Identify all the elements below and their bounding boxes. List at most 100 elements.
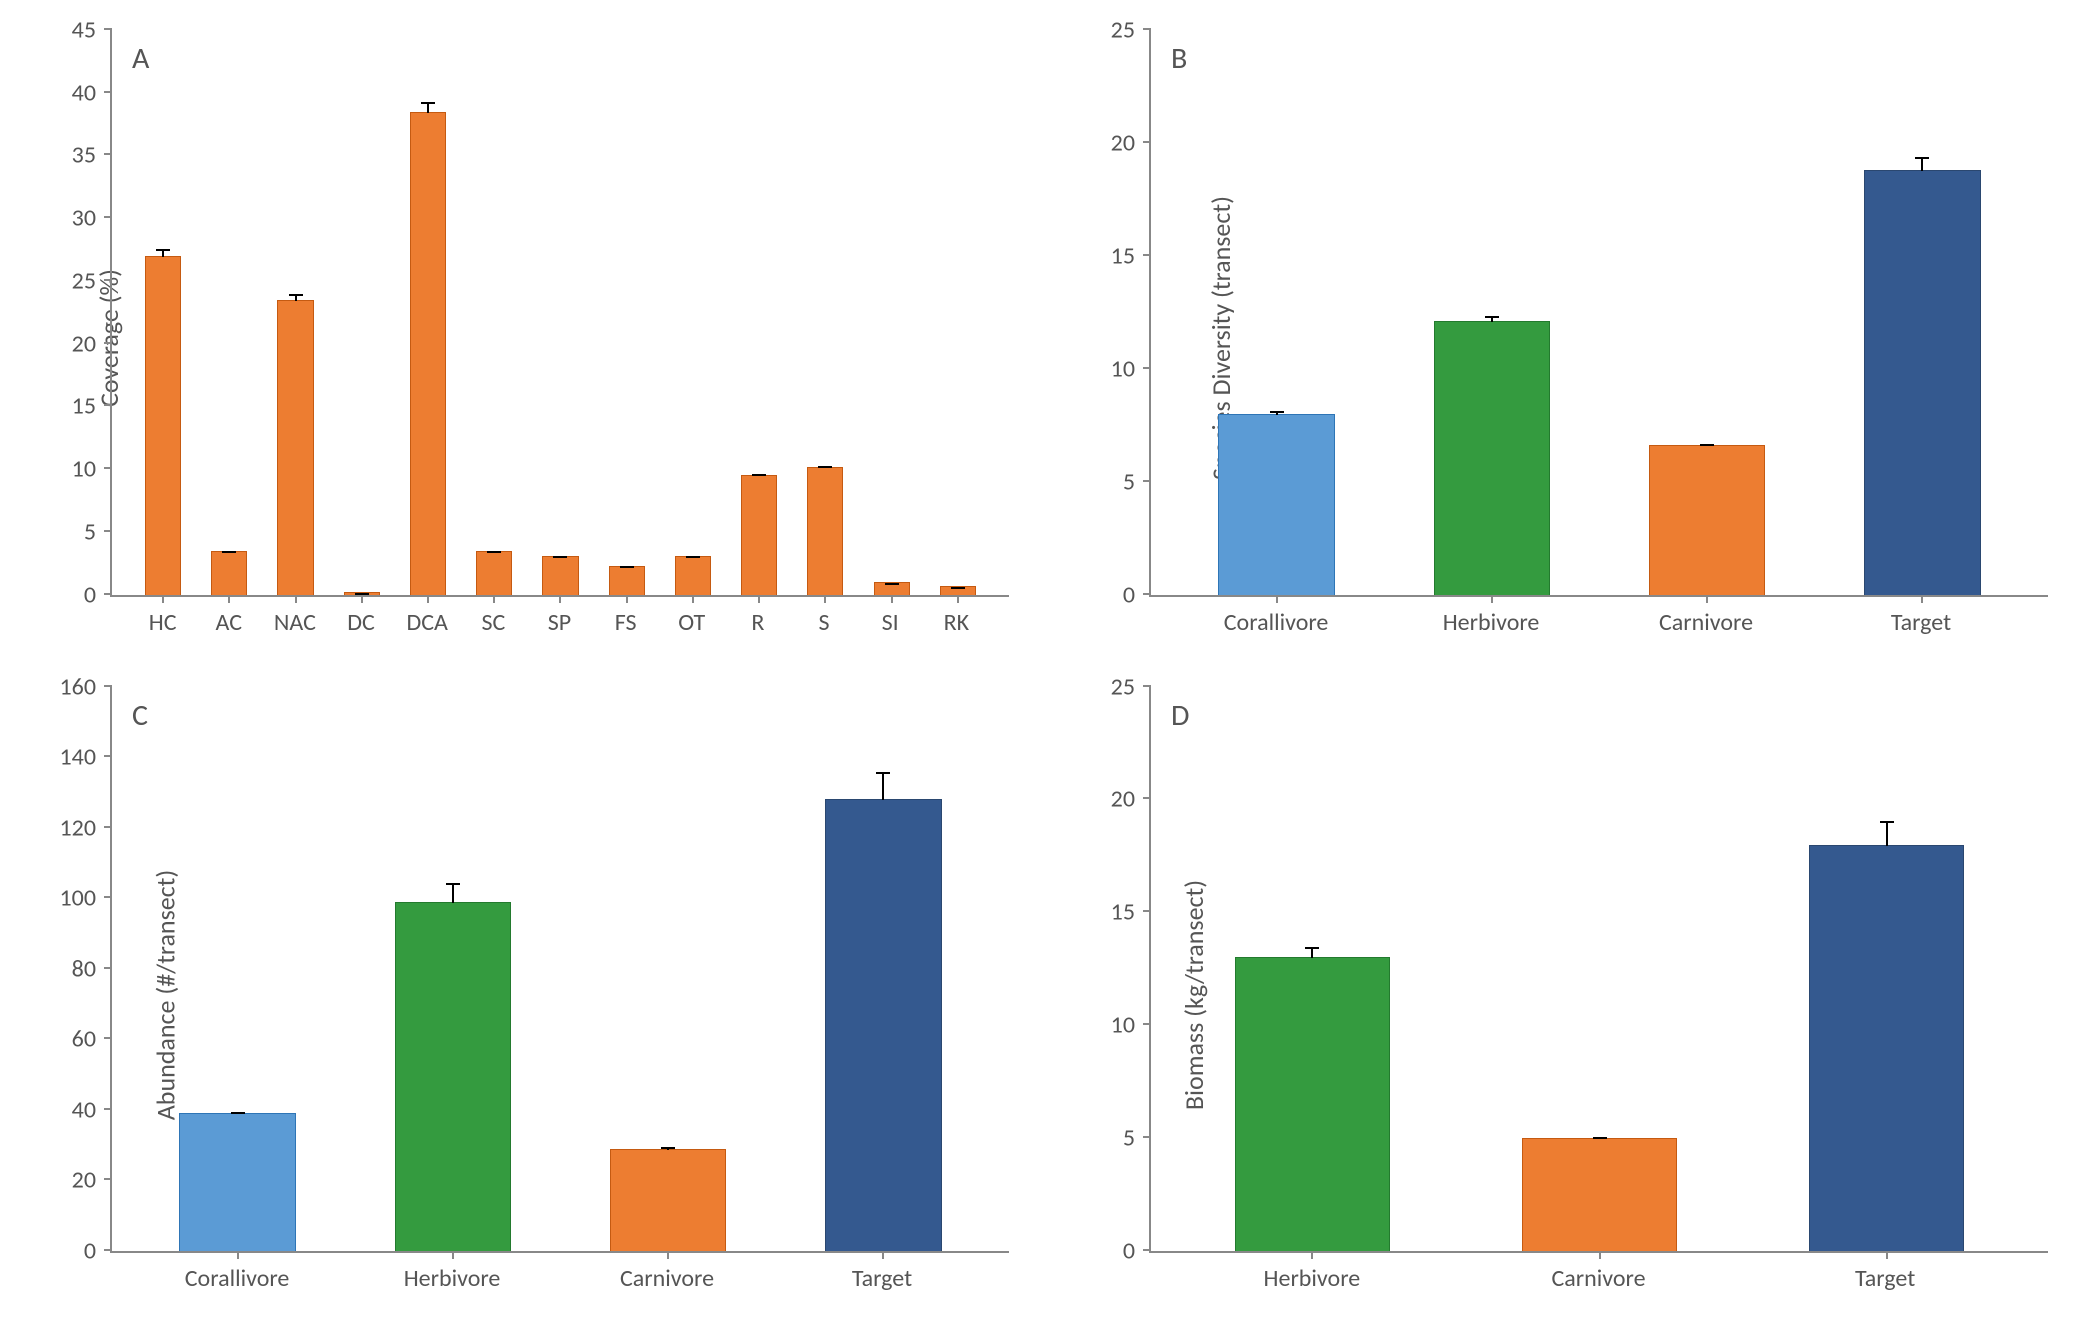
x-tick-label: SP [528,608,590,637]
y-tick-label: 15 [72,392,96,421]
error-bar [882,772,884,800]
y-tick-label: 20 [72,1166,96,1195]
error-bar [1491,316,1493,323]
bar-wrap [397,30,459,595]
x-labels: CorallivoreHerbivoreCarnivoreTarget [1149,608,2048,637]
error-bar [824,466,826,467]
y-tick-label: 15 [1111,898,1135,927]
y-tick [104,896,112,898]
y-tick [1143,1136,1151,1138]
bar [1864,170,1980,595]
y-tick [1143,480,1151,482]
x-tick-label: S [793,608,855,637]
y-tick-label: 45 [72,16,96,45]
x-tick [1921,595,1923,603]
x-tick-label: AC [198,608,260,637]
bar [1218,414,1334,595]
y-tick [1143,797,1151,799]
error-bar [667,1147,669,1150]
y-tick-label: 25 [72,266,96,295]
bar [1235,957,1391,1251]
y-tick [1143,685,1151,687]
y-tick [104,530,112,532]
y-tick [1143,1249,1151,1251]
x-tick-label: NAC [264,608,326,637]
plot-area: D0510152025 [1149,687,2048,1254]
y-ticks: 0510152025 [1139,30,1151,595]
panel-letter: D [1171,697,1189,734]
bar-wrap [463,30,525,595]
bar-wrap [728,30,790,595]
y-ticks: 0510152025 [1139,687,1151,1252]
bar [1522,1138,1678,1251]
x-tick [957,595,959,603]
error-bar [758,474,760,476]
error-bar [1921,157,1923,171]
panel-c: Abundance (#/transect)C02040608010012014… [30,687,1009,1304]
panel-d: Biomass (kg/transect)D0510152025Herbivor… [1069,687,2048,1304]
bar-wrap [331,30,393,595]
bar [179,1113,295,1251]
y-tick [104,279,112,281]
y-tick [104,1178,112,1180]
y-ticks: 051015202530354045 [100,30,112,595]
x-tick [237,1251,239,1259]
x-tick-label: HC [132,608,194,637]
y-tick-label: 20 [72,329,96,358]
y-tick [104,404,112,406]
y-tick-label: 0 [84,1237,96,1266]
panel-a: Coverage (%)A051015202530354045HCACNACDC… [30,30,1009,647]
x-tick-label: Carnivore [1457,1264,1740,1293]
bar [807,467,843,595]
y-tick [104,1249,112,1251]
error-bar [1311,947,1313,959]
panel-letter: B [1171,40,1187,77]
y-tick [104,28,112,30]
x-tick [427,595,429,603]
x-tick [692,595,694,603]
error-bar [162,249,164,257]
x-tick-label: OT [661,608,723,637]
error-bar [1886,821,1888,845]
x-tick [1491,595,1493,603]
x-tick [228,595,230,603]
y-tick [104,467,112,469]
x-tick [882,1251,884,1259]
y-tick-label: 160 [60,672,97,701]
plot-area: B0510152025 [1149,30,2048,597]
x-tick [1276,595,1278,603]
bar-wrap [794,30,856,595]
y-tick [1143,910,1151,912]
bar-wrap [563,687,774,1252]
plot-area: A051015202530354045 [110,30,1009,597]
y-ticks: 020406080100120140160 [100,687,112,1252]
error-bar [237,1112,239,1115]
y-tick [1143,254,1151,256]
x-tick-label: Corallivore [1171,608,1382,637]
y-tick-label: 120 [60,813,97,842]
bar-wrap [1458,687,1741,1252]
y-tick-label: 25 [1111,672,1135,701]
bars-container [112,30,1009,595]
y-tick-label: 60 [72,1025,96,1054]
bar [476,551,512,595]
x-tick [295,595,297,603]
y-tick [104,826,112,828]
x-tick [758,595,760,603]
y-tick [1143,593,1151,595]
chart-grid: Coverage (%)A051015202530354045HCACNACDC… [30,30,2048,1303]
bar-wrap [1171,687,1454,1252]
bar [410,112,446,595]
y-tick-label: 15 [1111,241,1135,270]
x-tick [452,1251,454,1259]
y-tick [104,593,112,595]
bar [825,799,941,1251]
bar-wrap [1602,30,1813,595]
y-tick [104,91,112,93]
x-tick [1706,595,1708,603]
bar-wrap [1817,30,2028,595]
y-tick-label: 30 [72,204,96,233]
y-tick [104,342,112,344]
x-tick-label: DC [330,608,392,637]
bars-container [1151,30,2048,595]
